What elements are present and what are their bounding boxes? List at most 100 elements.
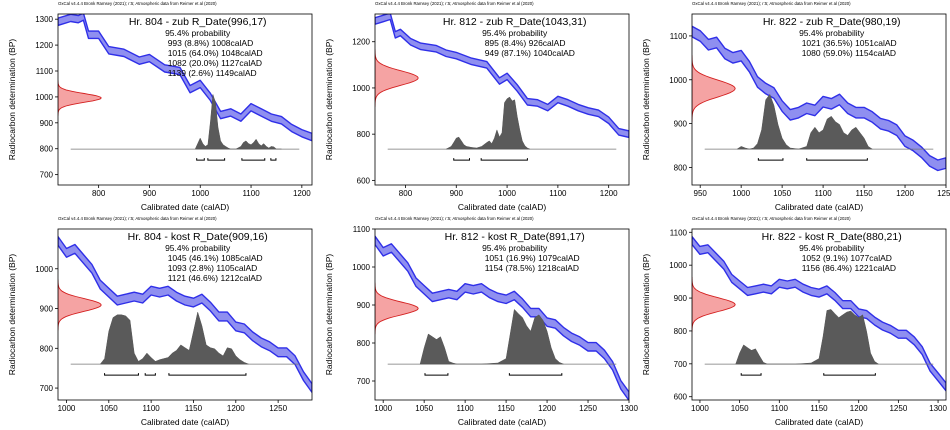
- chart-title: Hr. 804 - kost R_Date(909,16): [128, 231, 268, 243]
- y-tick-label: 800: [357, 339, 371, 348]
- range-bar: [823, 373, 876, 376]
- x-tick-label: 1200: [600, 189, 618, 198]
- calibration-panel: OxCal v4.4.4 Bronk Ramsey (2021); r:5; A…: [634, 0, 950, 215]
- range-bar: [144, 373, 156, 376]
- range-bar: [757, 158, 784, 161]
- credit-text: OxCal v4.4.4 Bronk Ramsey (2021); r:5; A…: [58, 1, 217, 6]
- x-tick-label: 1050: [773, 189, 791, 198]
- x-tick-label: 1250: [269, 404, 287, 413]
- y-tick-label: 900: [674, 120, 688, 129]
- probability-range-text: 949 (87.1%) 1040calAD: [485, 48, 575, 58]
- credit-text: OxCal v4.4.4 Bronk Ramsey (2021); r:5; A…: [375, 1, 534, 6]
- y-tick-label: 900: [674, 294, 688, 303]
- y-tick-label: 700: [40, 171, 54, 180]
- x-tick-label: 1200: [293, 189, 311, 198]
- y-axis-label: Radiocarbon determination (BP): [7, 39, 17, 161]
- radiocarbon-measurement-distribution: [375, 49, 419, 107]
- calibration-chart: OxCal v4.4.4 Bronk Ramsey (2021); r:5; A…: [641, 1, 950, 212]
- range-bar: [241, 158, 266, 161]
- y-tick-label: 800: [674, 327, 688, 336]
- x-tick-label: 1200: [538, 404, 556, 413]
- credit-text: OxCal v4.4.4 Bronk Ramsey (2021); r:5; A…: [375, 216, 534, 221]
- calibration-panel: OxCal v4.4.4 Bronk Ramsey (2021); r:5; A…: [634, 215, 950, 430]
- probability-range-text: 1139 (2.6%) 1149calAD: [168, 68, 257, 78]
- y-tick-label: 1100: [670, 228, 688, 237]
- calibration-chart: OxCal v4.4.4 Bronk Ramsey (2021); r:5; A…: [641, 216, 948, 427]
- calibration-curve-band: [58, 235, 312, 394]
- x-tick-label: 950: [694, 189, 708, 198]
- y-tick-label: 700: [674, 360, 688, 369]
- calibration-chart: OxCal v4.4.4 Bronk Ramsey (2021); r:5; A…: [324, 216, 638, 427]
- y-tick-label: 1200: [35, 41, 53, 50]
- x-tick-label: 1000: [732, 189, 750, 198]
- y-tick-label: 1100: [36, 67, 54, 76]
- plot-frame: [374, 228, 630, 401]
- probability-range-text: 1021 (36.5%) 1051calAD: [802, 38, 897, 48]
- x-tick-label: 800: [399, 189, 413, 198]
- range-bar: [196, 158, 205, 161]
- y-tick-label: 1000: [352, 263, 370, 272]
- x-tick-label: 1000: [374, 404, 392, 413]
- calibration-chart: OxCal v4.4.4 Bronk Ramsey (2021); r:5; A…: [7, 216, 313, 427]
- y-axis-label: Radiocarbon determination (BP): [324, 39, 334, 161]
- plot-area: [692, 235, 946, 392]
- x-tick-label: 1100: [549, 189, 567, 198]
- plot-area: [692, 25, 946, 172]
- probability-heading: 95.4% probability: [482, 28, 548, 38]
- range-bar: [104, 373, 139, 376]
- plot-frame: [374, 13, 630, 186]
- calibrated-probability-distribution: [445, 96, 531, 150]
- calibration-curve-band: [692, 235, 946, 392]
- x-tick-label: 800: [92, 189, 106, 198]
- y-tick-label: 600: [357, 176, 371, 185]
- y-tick-label: 900: [40, 305, 54, 314]
- x-axis-label: Calibrated date (calAD): [141, 417, 230, 427]
- radiocarbon-measurement-distribution: [58, 80, 102, 116]
- range-bar: [424, 373, 449, 376]
- y-tick-label: 1100: [353, 225, 371, 234]
- y-tick-label: 700: [357, 377, 371, 386]
- x-axis-label: Calibrated date (calAD): [775, 417, 864, 427]
- calibrated-probability-distribution: [735, 309, 879, 365]
- radiocarbon-measurement-distribution: [58, 279, 102, 331]
- x-tick-label: 1100: [771, 404, 789, 413]
- x-tick-label: 1150: [855, 189, 873, 198]
- x-tick-label: 1100: [814, 189, 832, 198]
- chart-title: Hr. 822 - kost R_Date(880,21): [762, 231, 902, 243]
- plot-frame: [57, 228, 313, 401]
- range-bar: [806, 158, 868, 161]
- credit-text: OxCal v4.4.4 Bronk Ramsey (2021); r:5; A…: [692, 1, 851, 6]
- probability-heading: 95.4% probability: [165, 28, 231, 38]
- chart-title: Hr. 812 - zub R_Date(1043,31): [443, 16, 587, 28]
- x-tick-label: 1250: [937, 189, 950, 198]
- x-tick-label: 900: [143, 189, 157, 198]
- calibrated-probability-distribution: [100, 311, 249, 365]
- calibration-panel: OxCal v4.4.4 Bronk Ramsey (2021); r:5; A…: [317, 0, 633, 215]
- plot-frame: [691, 13, 947, 186]
- x-tick-label: 1000: [498, 189, 516, 198]
- calibration-chart: OxCal v4.4.4 Bronk Ramsey (2021); r:5; A…: [324, 1, 630, 212]
- x-tick-label: 1100: [242, 189, 260, 198]
- y-axis-label: Radiocarbon determination (BP): [641, 39, 651, 161]
- x-tick-label: 1200: [850, 404, 868, 413]
- calibration-curve-band: [375, 14, 629, 139]
- y-tick-label: 900: [357, 301, 371, 310]
- probability-range-text: 1052 (9.1%) 1077calAD: [802, 253, 892, 263]
- y-tick-label: 600: [674, 393, 688, 402]
- x-axis-label: Calibrated date (calAD): [775, 202, 864, 212]
- y-tick-label: 1000: [352, 84, 370, 93]
- probability-range-text: 1051 (16.9%) 1079calAD: [485, 253, 580, 263]
- x-tick-label: 1000: [691, 404, 709, 413]
- probability-heading: 95.4% probability: [165, 243, 231, 253]
- probability-range-text: 1156 (86.4%) 1221calAD: [802, 263, 896, 273]
- y-tick-label: 1000: [35, 93, 53, 102]
- x-tick-label: 1150: [497, 404, 515, 413]
- y-tick-label: 1000: [35, 265, 53, 274]
- plot-frame: [57, 13, 313, 186]
- y-tick-label: 1200: [352, 38, 370, 47]
- probability-range-text: 895 (8.4%) 926calAD: [485, 38, 566, 48]
- x-tick-label: 1300: [620, 404, 638, 413]
- chart-title: Hr. 812 - kost R_Date(891,17): [445, 231, 585, 243]
- y-tick-label: 900: [40, 119, 54, 128]
